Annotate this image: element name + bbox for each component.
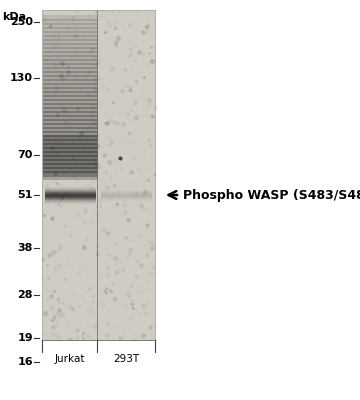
Bar xyxy=(43,59,98,64)
Bar xyxy=(43,151,98,156)
Text: Phospho WASP (S483/S484): Phospho WASP (S483/S484) xyxy=(183,188,360,202)
Text: 16: 16 xyxy=(17,357,33,367)
Bar xyxy=(43,135,98,180)
Bar xyxy=(43,83,98,88)
Text: 51: 51 xyxy=(18,190,33,200)
Bar xyxy=(45,187,95,188)
Bar xyxy=(43,63,98,68)
Bar xyxy=(43,55,98,60)
Bar xyxy=(43,27,98,32)
Bar xyxy=(45,194,95,195)
Bar xyxy=(43,99,98,104)
Bar xyxy=(43,91,98,96)
Bar xyxy=(43,103,98,108)
Text: kDa: kDa xyxy=(2,12,26,22)
Bar xyxy=(45,190,95,191)
Bar xyxy=(43,139,98,144)
Bar xyxy=(43,127,98,132)
Bar xyxy=(45,199,95,200)
Bar xyxy=(43,115,98,120)
Bar xyxy=(43,107,98,112)
Bar xyxy=(45,203,95,204)
Bar xyxy=(43,119,98,124)
Bar xyxy=(45,198,95,199)
Bar xyxy=(43,123,98,128)
Text: 250: 250 xyxy=(10,17,33,27)
Bar xyxy=(43,39,98,44)
Bar xyxy=(43,47,98,52)
Bar xyxy=(100,199,152,200)
Bar xyxy=(100,191,152,192)
Bar xyxy=(45,192,95,193)
Bar xyxy=(45,201,95,202)
Bar xyxy=(45,193,95,194)
Bar xyxy=(43,23,98,28)
Bar xyxy=(45,200,95,201)
Bar xyxy=(42,10,155,340)
Bar xyxy=(43,95,98,100)
Bar xyxy=(100,195,152,196)
Bar xyxy=(100,193,152,194)
Bar xyxy=(45,189,95,190)
Bar xyxy=(100,194,152,195)
Bar xyxy=(43,167,98,172)
Bar xyxy=(43,15,98,20)
Text: 130: 130 xyxy=(10,73,33,83)
Bar xyxy=(43,131,98,136)
Bar xyxy=(45,202,95,203)
Bar xyxy=(43,155,98,160)
Bar xyxy=(43,111,98,116)
Bar xyxy=(100,198,152,199)
Bar xyxy=(100,192,152,193)
Bar xyxy=(45,188,95,189)
Text: 38: 38 xyxy=(18,243,33,253)
Bar xyxy=(43,31,98,36)
Bar xyxy=(43,75,98,80)
Text: 19: 19 xyxy=(17,333,33,343)
Bar xyxy=(43,71,98,76)
Bar xyxy=(43,135,98,140)
Bar xyxy=(43,19,98,24)
Bar xyxy=(45,195,95,196)
Text: 70: 70 xyxy=(18,150,33,160)
Bar xyxy=(100,196,152,197)
Text: 293T: 293T xyxy=(113,354,139,364)
Bar xyxy=(43,159,98,164)
Bar xyxy=(45,197,95,198)
Bar xyxy=(43,147,98,152)
Text: Jurkat: Jurkat xyxy=(54,354,85,364)
Bar xyxy=(45,196,95,197)
Bar xyxy=(45,191,95,192)
Bar xyxy=(43,171,98,176)
Bar xyxy=(43,143,98,148)
Bar xyxy=(43,87,98,92)
Bar xyxy=(43,67,98,72)
Bar xyxy=(100,197,152,198)
Bar xyxy=(43,43,98,48)
Bar xyxy=(43,51,98,56)
Bar xyxy=(100,200,152,201)
Text: 28: 28 xyxy=(18,290,33,300)
Bar xyxy=(43,163,98,168)
Bar xyxy=(43,35,98,40)
Bar xyxy=(43,79,98,84)
Bar xyxy=(100,190,152,191)
